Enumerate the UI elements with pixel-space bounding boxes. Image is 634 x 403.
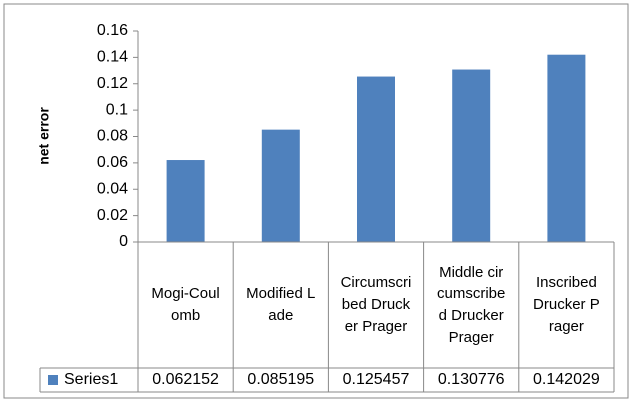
table-value: 0.062152 (152, 371, 219, 388)
chart-frame (3, 3, 629, 399)
legend-label: Series1 (64, 371, 118, 388)
bar (261, 129, 300, 242)
table-value: 0.085195 (247, 371, 314, 388)
category-cell: Circumscribed Drucker Prager (340, 274, 412, 335)
bar (166, 160, 205, 242)
table-value: 0.142029 (533, 371, 600, 388)
y-tick-label: 0.1 (106, 101, 128, 118)
bar (357, 76, 395, 242)
y-tick-label: 0.08 (97, 128, 128, 145)
category-cell: Mogi-Coulomb (151, 285, 220, 324)
y-tick-label: 0.06 (97, 154, 128, 171)
y-tick-label: 0.14 (97, 49, 128, 66)
y-tick-label: 0.12 (97, 75, 128, 92)
table-value: 0.125457 (343, 371, 410, 388)
y-tick-label: 0.16 (97, 22, 128, 39)
y-tick-label: 0 (119, 233, 128, 250)
bar (452, 69, 491, 242)
y-tick-label: 0.02 (97, 207, 128, 224)
table-value: 0.130776 (438, 371, 505, 388)
category-cell: Modified Lade (246, 285, 316, 324)
x-tick-label: Inscribed Drucker Prager (533, 274, 600, 335)
category-cell: Inscribed Drucker Prager (533, 274, 600, 335)
x-tick-label: Circumscribed Drucker Prager (340, 274, 412, 335)
bar (547, 54, 586, 243)
x-tick-label: Modified Lade (246, 285, 316, 324)
category-cell: Middle circumscribed Drucker Prager (437, 263, 506, 346)
x-tick-label: Middle circumscribed Drucker Prager (437, 263, 506, 346)
y-tick-label: 0.04 (97, 180, 128, 197)
y-axis-title: net error (36, 107, 52, 165)
legend-swatch (48, 375, 58, 385)
x-tick-label: Mogi-Coulomb (151, 285, 220, 324)
